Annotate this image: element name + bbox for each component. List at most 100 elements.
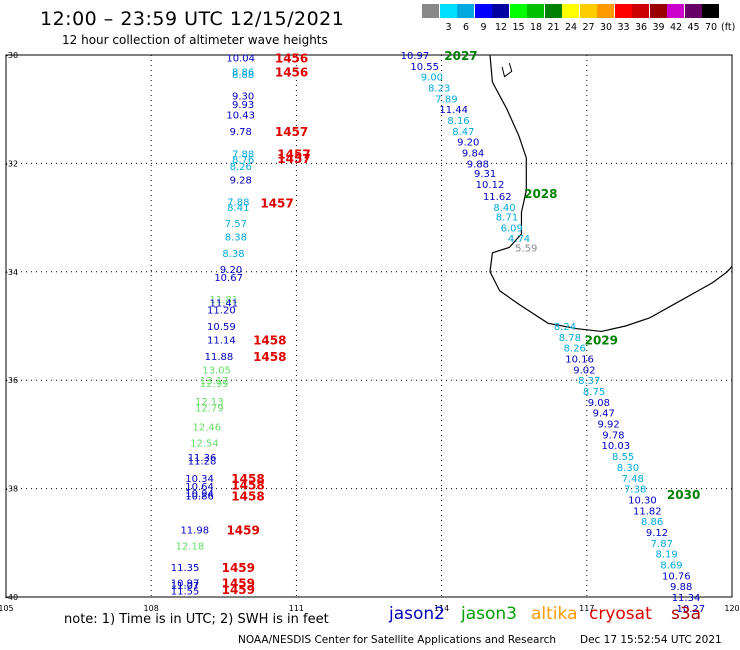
wave-height-label: 7.88 bbox=[232, 150, 254, 161]
wave-height-label: 8.88 bbox=[232, 70, 254, 81]
wave-height-label: 9.47 bbox=[593, 409, 615, 420]
wave-height-label: 10.64 bbox=[185, 482, 214, 493]
lat-label: -34 bbox=[5, 268, 18, 277]
coastline bbox=[489, 54, 733, 333]
pass-time-label: 1459 bbox=[222, 576, 255, 590]
wave-height-label: 9.31 bbox=[474, 169, 496, 180]
wave-height-label: 8.76 bbox=[232, 155, 254, 166]
wave-height-label: 10.30 bbox=[628, 495, 657, 506]
wave-height-label: 10.16 bbox=[565, 355, 594, 366]
pass-time-label: 1456 bbox=[275, 65, 308, 79]
scale-swatch bbox=[457, 4, 474, 18]
credit-text: NOAA/NESDIS Center for Satellite Applica… bbox=[238, 634, 556, 646]
wave-height-label: 11.44 bbox=[439, 105, 468, 116]
scale-tick-label: 27 bbox=[582, 22, 595, 33]
wave-height-label: 8.40 bbox=[493, 203, 515, 214]
scale-tick-label: 39 bbox=[652, 22, 665, 33]
wave-height-label: 11.82 bbox=[633, 506, 662, 517]
scale-tick-label: 21 bbox=[547, 22, 560, 33]
lat-label: -38 bbox=[5, 485, 18, 494]
wave-height-label: 7.89 bbox=[435, 94, 457, 105]
pass-time-label: 1457 bbox=[260, 196, 293, 210]
wave-height-label: 7.88 bbox=[227, 197, 249, 208]
scale-swatch bbox=[527, 4, 544, 18]
legend-item-jason2: jason2 bbox=[389, 604, 445, 624]
wave-height-label: 8.16 bbox=[447, 116, 469, 127]
pass-time-label: 1459 bbox=[226, 523, 259, 537]
scale-swatch bbox=[509, 4, 527, 18]
scale-tick-label: 30 bbox=[599, 22, 613, 33]
pass-time-label: 1459 bbox=[222, 583, 255, 597]
pass-time-label: 1457 bbox=[277, 148, 310, 162]
wave-height-label: 9.88 bbox=[467, 159, 489, 170]
pass-time-label: 2029 bbox=[585, 334, 618, 348]
wave-height-label: 12.18 bbox=[176, 542, 205, 553]
pass-time-label: 1457 bbox=[275, 125, 308, 139]
wave-height-label: 9.88 bbox=[670, 582, 692, 593]
legend-item-cryosat: cryosat bbox=[589, 604, 652, 624]
lon-label: 111 bbox=[289, 604, 304, 613]
lon-label: 105 bbox=[0, 604, 14, 613]
wave-height-label: 12.79 bbox=[195, 403, 224, 414]
wave-height-label: 9.92 bbox=[597, 420, 619, 431]
wave-height-label: 11.62 bbox=[483, 192, 512, 203]
wave-height-label: 7.38 bbox=[624, 485, 646, 496]
scale-swatch bbox=[667, 4, 684, 18]
footer-note: note: 1) Time is in UTC; 2) SWH is in fe… bbox=[64, 612, 329, 627]
wave-height-label: 10.97 bbox=[171, 578, 200, 589]
wave-height-label: 4.74 bbox=[508, 234, 530, 245]
legend-item-s3a: s3a bbox=[671, 604, 702, 624]
wave-height-label: 10.03 bbox=[602, 441, 631, 452]
wave-height-label: 8.75 bbox=[583, 387, 605, 398]
wave-height-label: 10.27 bbox=[677, 604, 706, 615]
wave-height-label: 9.84 bbox=[462, 149, 484, 160]
wave-height-label: 7.48 bbox=[622, 474, 644, 485]
wave-height-label: 10.04 bbox=[226, 54, 255, 65]
wave-height-label: 10.43 bbox=[226, 111, 255, 122]
wave-height-label: 11.41 bbox=[209, 299, 238, 310]
map-title: 12:00 – 23:59 UTC 12/15/2021 bbox=[40, 8, 345, 30]
wave-height-label: 9.12 bbox=[646, 528, 668, 539]
pass-time-label: 1456 bbox=[275, 52, 308, 66]
wave-height-label: 8.38 bbox=[222, 249, 244, 260]
wave-height-label: 10.12 bbox=[476, 180, 505, 191]
scale-swatch bbox=[492, 4, 509, 18]
wave-height-label: 11.34 bbox=[672, 593, 701, 604]
pass-time-label: 1459 bbox=[222, 561, 255, 575]
wave-height-label: 10.94 bbox=[185, 489, 214, 500]
wave-height-label: 12.54 bbox=[190, 439, 219, 450]
wave-height-label: 9.28 bbox=[230, 176, 252, 187]
pass-time-label: 1458 bbox=[253, 350, 286, 364]
wave-height-label: 10.59 bbox=[207, 322, 236, 333]
wave-height-label: 7.87 bbox=[651, 539, 673, 550]
wave-height-label: 8.26 bbox=[564, 344, 586, 355]
wave-height-label: 11.20 bbox=[207, 306, 236, 317]
scale-tick-label: 3 bbox=[445, 22, 452, 33]
lon-label: 114 bbox=[434, 604, 449, 613]
wave-height-label: 8.47 bbox=[452, 127, 474, 138]
pass-time-label: 1458 bbox=[231, 472, 264, 486]
wave-height-label: 9.02 bbox=[573, 365, 595, 376]
wave-height-label: 12.13 bbox=[195, 397, 224, 408]
wave-height-label: 8.37 bbox=[578, 376, 600, 387]
wave-height-label: 8.23 bbox=[428, 84, 450, 95]
wave-height-label: 8.69 bbox=[660, 560, 682, 571]
wave-height-label: 9.08 bbox=[588, 398, 610, 409]
wave-height-label: 11.36 bbox=[188, 453, 217, 464]
pass-time-label: 2028 bbox=[524, 187, 557, 201]
scale-swatch bbox=[649, 4, 667, 18]
lon-label: 120 bbox=[724, 604, 739, 613]
wave-height-label: 13.05 bbox=[202, 365, 231, 376]
wave-height-label: 11.98 bbox=[180, 525, 209, 536]
scale-swatch bbox=[562, 4, 579, 18]
lat-label: -32 bbox=[5, 159, 18, 168]
wave-height-label: 8.78 bbox=[559, 333, 581, 344]
scale-swatch bbox=[597, 4, 614, 18]
lon-label: 117 bbox=[579, 604, 594, 613]
wave-height-label: 12.46 bbox=[193, 422, 222, 433]
wave-height-label: 9.20 bbox=[220, 265, 242, 276]
island-outline bbox=[501, 62, 513, 78]
pass-time-label: 1458 bbox=[231, 478, 264, 492]
scale-unit: (ft) bbox=[721, 22, 736, 33]
